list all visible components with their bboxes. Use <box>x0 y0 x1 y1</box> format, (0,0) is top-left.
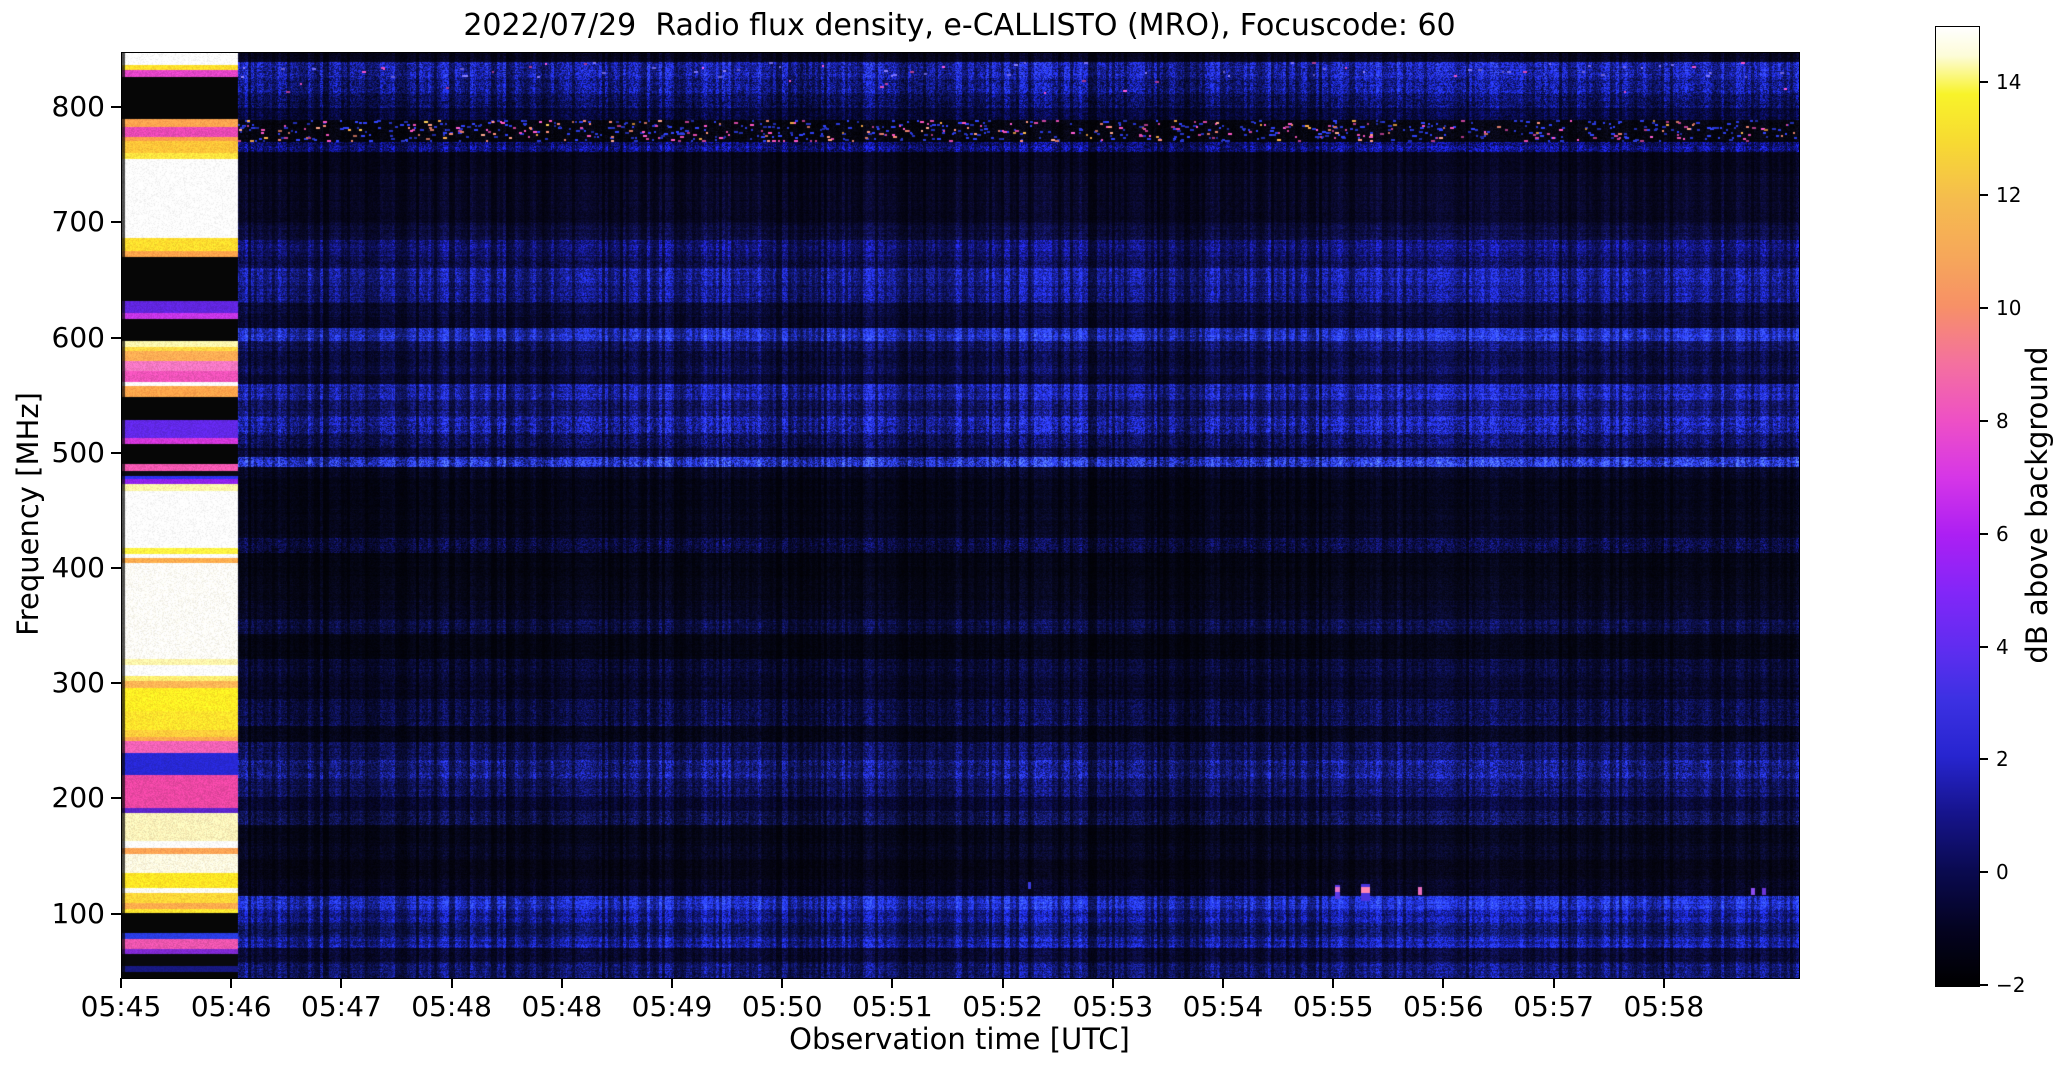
x-tick <box>340 978 343 988</box>
colorbar-tick <box>1980 758 1988 761</box>
spectrogram-canvas <box>122 53 1799 978</box>
x-tick <box>1442 978 1445 988</box>
x-tick-label: 05:54 <box>1182 990 1264 1023</box>
y-tick <box>111 336 121 339</box>
x-axis-label: Observation time [UTC] <box>789 1022 1130 1056</box>
y-tick <box>111 221 121 224</box>
x-tick <box>891 978 894 988</box>
x-tick-label: 05:46 <box>190 990 272 1023</box>
y-axis-label: Frequency [MHz] <box>11 392 45 636</box>
x-tick-label: 05:48 <box>411 990 492 1023</box>
y-tick <box>111 451 121 454</box>
colorbar-tick <box>1980 984 1988 986</box>
y-tick <box>111 567 121 570</box>
x-tick-label: 05:58 <box>1623 990 1705 1023</box>
x-tick <box>230 978 233 988</box>
x-tick <box>671 978 673 988</box>
colorbar-tick <box>1980 871 1988 874</box>
x-tick <box>1662 978 1665 988</box>
colorbar-tick-label: 2 <box>1996 747 2009 772</box>
colorbar-tick-label: 10 <box>1996 296 2022 321</box>
x-tick-label: 05:51 <box>852 990 933 1023</box>
x-tick <box>1332 978 1335 988</box>
colorbar-tick <box>1980 645 1988 648</box>
x-tick-label: 05:55 <box>1292 990 1374 1023</box>
colorbar-tick <box>1980 532 1988 535</box>
colorbar-tick <box>1980 194 1988 197</box>
colorbar-tick-label: 0 <box>1996 860 2009 885</box>
x-tick <box>120 978 122 988</box>
x-tick <box>560 978 563 988</box>
y-tick-label: 400 <box>51 551 105 585</box>
colorbar-tick-label: −2 <box>1996 973 2026 997</box>
x-tick-label: 05:48 <box>521 990 603 1023</box>
x-tick-label: 05:50 <box>741 990 823 1023</box>
y-tick <box>111 797 121 800</box>
y-tick-label: 100 <box>51 896 105 930</box>
colorbar-tick-label: 6 <box>1996 521 2009 546</box>
x-tick-label: 05:56 <box>1403 990 1484 1023</box>
x-tick <box>1001 978 1004 988</box>
x-tick-label: 05:52 <box>962 990 1043 1023</box>
colorbar-tick-label: 4 <box>1996 634 2009 659</box>
page-title: 2022/07/29 Radio flux density, e-CALLIST… <box>463 8 1456 43</box>
y-tick-label: 600 <box>51 320 105 354</box>
y-tick-label: 300 <box>51 666 105 700</box>
x-tick <box>781 978 784 988</box>
colorbar-tick <box>1980 307 1988 310</box>
x-tick <box>1222 978 1224 988</box>
x-tick-label: 05:57 <box>1513 990 1594 1023</box>
y-tick-label: 700 <box>51 205 105 239</box>
y-tick <box>111 682 121 685</box>
colorbar-tick-label: 14 <box>1996 70 2022 95</box>
y-tick <box>111 912 121 915</box>
x-tick-label: 05:47 <box>301 990 382 1023</box>
colorbar-tick <box>1980 81 1988 84</box>
colorbar <box>1935 26 1980 987</box>
plot-area <box>121 52 1800 979</box>
colorbar-tick-label: 12 <box>1996 183 2022 208</box>
x-tick-label: 05:53 <box>1072 990 1154 1023</box>
colorbar-label: dB above background <box>2020 346 2054 664</box>
x-tick <box>1111 978 1114 988</box>
y-tick-label: 500 <box>51 435 105 469</box>
colorbar-tick <box>1980 419 1988 422</box>
colorbar-tick-label: 8 <box>1996 408 2009 433</box>
x-tick <box>1552 978 1555 988</box>
y-tick-label: 800 <box>51 90 105 124</box>
x-tick <box>450 978 453 988</box>
y-tick <box>111 106 121 109</box>
y-tick-label: 200 <box>51 781 105 815</box>
x-tick-label: 05:49 <box>631 990 713 1023</box>
x-tick-label: 05:45 <box>80 990 162 1023</box>
